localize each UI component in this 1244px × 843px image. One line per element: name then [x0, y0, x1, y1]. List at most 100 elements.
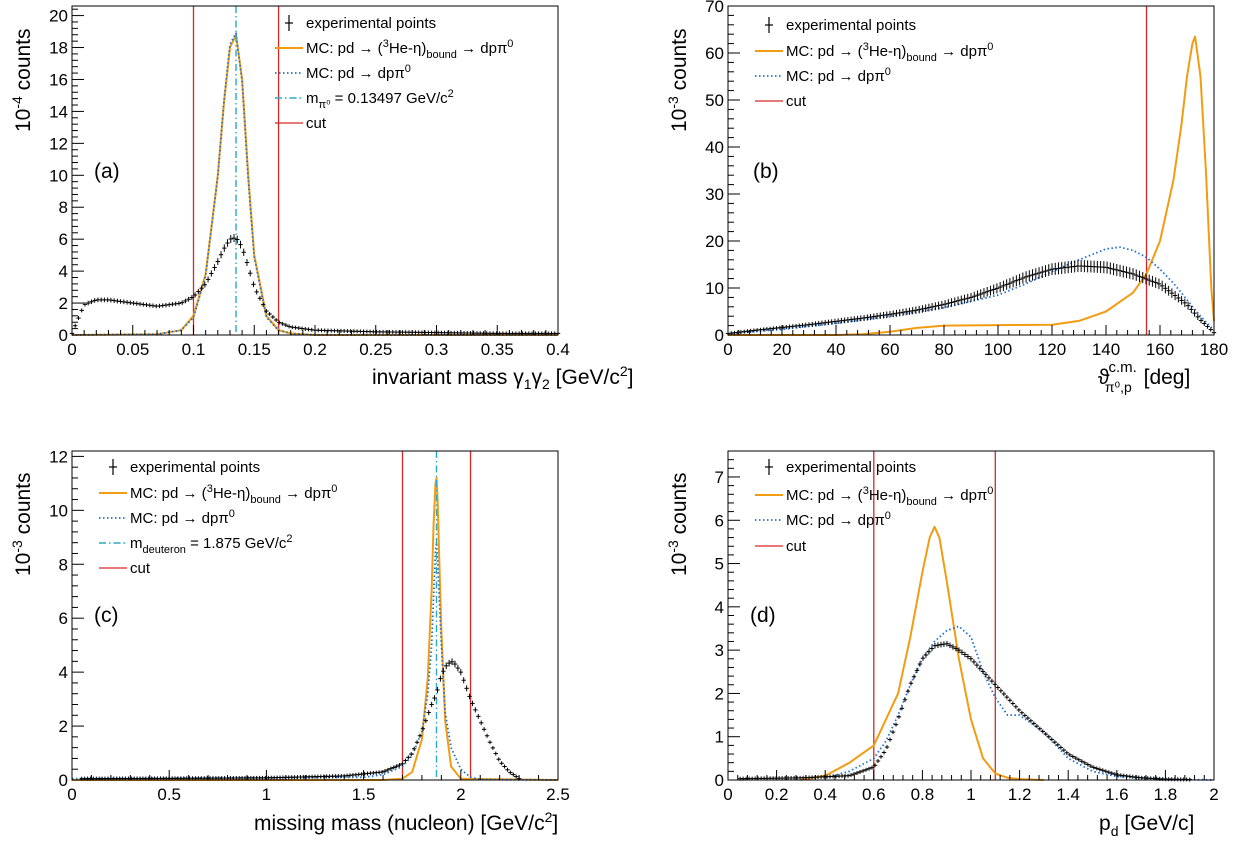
legend-item-mc-dppi: MC: pd → dpπ0 [99, 508, 235, 527]
panel-b-frame [727, 5, 1215, 336]
panel-d: 0 0.2 0.4 0.6 0.8 1 1.2 1.4 1.6 1.8 2 0 1 2 3 4 5 6 7 (d)… [665, 450, 1219, 839]
y-tick-label: 14 [49, 102, 68, 121]
x-tick-label: 1.2 [1008, 785, 1032, 804]
x-tick-label: 0.1 [182, 340, 206, 359]
y-tick-label: 8 [59, 198, 68, 217]
y-tick-label: 50 [705, 91, 724, 110]
legend-item-mc-dppi: MC: pd → dpπ0 [755, 66, 891, 85]
x-tick-label: 0.4 [546, 340, 570, 359]
x-tick-label: 0.8 [911, 785, 935, 804]
panel-a-x-ticks: 0 0.05 0.1 0.15 0.2 0.25 0.3 0.35 0.4 [67, 325, 570, 359]
panel-b-y-ticks: 0 10 20 30 40 50 60 70 [705, 0, 740, 345]
mc-bound-curve [800, 525, 1044, 781]
x-tick-label: 180 [1200, 340, 1228, 359]
legend-item-reference: mdeuteron = 1.875 GeV/c2 [99, 533, 293, 556]
x-axis-title: ϑc.m. π⁰,p [deg] [1098, 359, 1190, 395]
y-tick-label: 10 [49, 501, 68, 520]
y-tick-label: 0 [715, 326, 724, 345]
x-tick-label: 1.6 [1105, 785, 1129, 804]
y-tick-label: 6 [715, 511, 724, 530]
legend-label: MC: pd → dpπ0 [786, 66, 891, 85]
x-tick-label: 0.6 [862, 785, 886, 804]
x-tick-label: 2 [456, 785, 465, 804]
x-tick-label: 0 [67, 785, 76, 804]
legend-label: MC: pd → (3He-η)bound → dpπ0 [306, 38, 513, 61]
legend-label: experimental points [786, 17, 916, 34]
y-tick-label: 30 [705, 185, 724, 204]
legend-label: experimental points [786, 459, 916, 476]
y-tick-label: 6 [59, 230, 68, 249]
y-tick-label: 60 [705, 44, 724, 63]
x-tick-label: 20 [773, 340, 792, 359]
mc-dppi-curve [71, 32, 558, 336]
legend-item-reference: mπ⁰ = 0.13497 GeV/c2 [275, 88, 454, 111]
experimental-points [79, 658, 522, 781]
legend: experimental points MC: pd → (3He-η)boun… [275, 15, 513, 132]
panel-a: 0 0.05 0.1 0.15 0.2 0.25 0.3 0.35 0.4 0 2 4 6 8 10 12 1… [9, 5, 633, 392]
y-tick-label: 20 [49, 7, 68, 26]
experimental-points [737, 640, 1192, 782]
legend: experimental points MC: pd → (3He-η)boun… [755, 17, 993, 110]
panel-a-y-ticks: 0 2 4 6 8 10 12 14 16 18 20 [49, 7, 84, 345]
mc-dppi-curve [727, 246, 1215, 335]
y-tick-label: 0 [59, 771, 68, 790]
panel-c: 0 0.5 1 1.5 2 2.5 0 2 4 6 8 10 12 (c) missing mass … [9, 447, 570, 835]
legend-item-experimental: experimental points [765, 459, 916, 476]
legend-label: MC: pd → dpπ0 [130, 508, 235, 527]
y-axis-title: 10-3 counts [665, 472, 691, 576]
y-tick-label: 16 [49, 70, 68, 89]
y-tick-label: 2 [715, 684, 724, 703]
legend-item-cut: cut [755, 93, 807, 110]
panel-c-curves [71, 451, 559, 781]
x-tick-label: 2 [1209, 785, 1218, 804]
panel-a-curves [69, 6, 561, 336]
x-tick-label: 0.2 [765, 785, 789, 804]
x-tick-label: 1.8 [1154, 785, 1178, 804]
y-tick-label: 5 [715, 555, 724, 574]
legend: experimental points MC: pd → (3He-η)boun… [99, 459, 337, 577]
panel-c-x-ticks: 0 0.5 1 1.5 2 2.5 [67, 770, 570, 804]
y-tick-label: 40 [705, 138, 724, 157]
panel-d-y-ticks: 0 1 2 3 4 5 6 7 [715, 450, 740, 790]
mc-bound-curve [72, 477, 559, 781]
panel-b: 0 20 40 60 80 100 120 140 160 180 0 10 20 30 40 50 60 70… [665, 0, 1228, 395]
y-tick-label: 10 [705, 279, 724, 298]
panel-b-x-ticks: 0 20 40 60 80 100 120 140 160 180 [723, 325, 1228, 359]
legend-item-experimental: experimental points [109, 459, 260, 476]
legend-label: MC: pd → dpπ0 [306, 63, 411, 82]
y-tick-label: 70 [705, 0, 724, 16]
legend: experimental points MC: pd → (3He-η)boun… [755, 459, 993, 555]
legend-label: MC: pd → dpπ0 [786, 510, 891, 529]
x-tick-label: 0 [67, 340, 76, 359]
legend-item-mc-dppi: MC: pd → dpπ0 [755, 510, 891, 529]
legend-label: mdeuteron = 1.875 GeV/c2 [130, 533, 293, 556]
legend-item-mc-bound: MC: pd → (3He-η)bound → dpπ0 [755, 485, 993, 508]
panel-c-y-ticks: 0 2 4 6 8 10 12 [49, 447, 84, 790]
legend-label: experimental points [306, 15, 436, 32]
panel-label: (c) [94, 604, 119, 627]
x-tick-label: 60 [881, 340, 900, 359]
legend-label: cut [306, 115, 327, 132]
legend-item-experimental: experimental points [285, 15, 436, 32]
legend-item-cut: cut [275, 115, 327, 132]
y-axis-title: 10-3 counts [665, 28, 691, 132]
panel-label: (a) [94, 160, 120, 183]
x-tick-label: 0.5 [157, 785, 181, 804]
y-tick-label: 12 [49, 134, 68, 153]
x-tick-label: 0.3 [425, 340, 449, 359]
panel-label: (b) [753, 160, 779, 183]
mc-bound-curve [728, 35, 1215, 336]
panel-d-x-ticks: 0 0.2 0.4 0.6 0.8 1 1.2 1.4 1.6 1.8 2 [723, 770, 1219, 804]
y-tick-label: 20 [705, 232, 724, 251]
y-tick-label: 2 [59, 717, 68, 736]
x-axis-title: invariant mass γ1γ2 [GeV/c2] [372, 363, 633, 392]
y-tick-label: 4 [59, 663, 68, 682]
experimental-points [69, 234, 561, 336]
y-tick-label: 0 [59, 326, 68, 345]
x-tick-label: 40 [827, 340, 846, 359]
mc-dppi-curve [824, 625, 1215, 781]
x-tick-label: 120 [1038, 340, 1066, 359]
y-tick-label: 4 [59, 262, 68, 281]
panel-label: (d) [750, 604, 776, 627]
